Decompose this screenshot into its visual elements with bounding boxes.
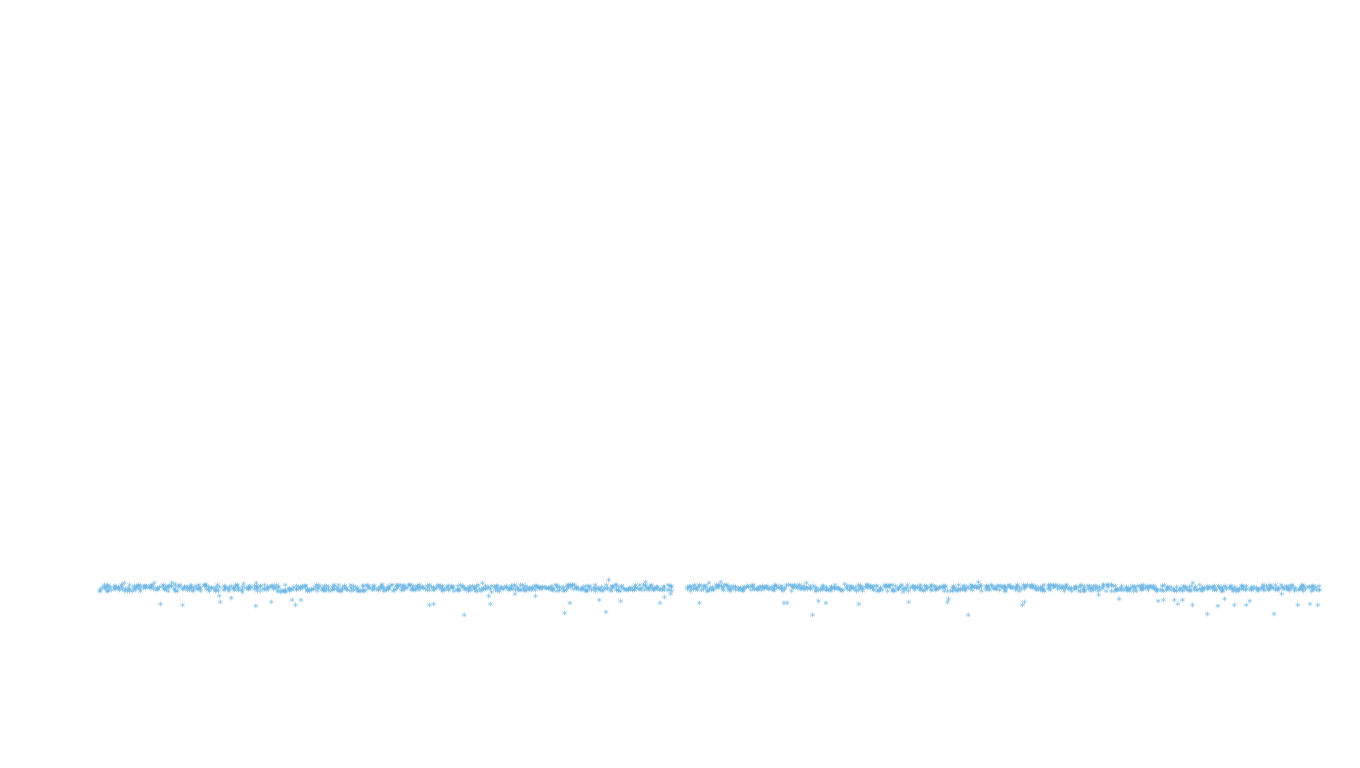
data-point: * bbox=[461, 611, 468, 622]
data-point: * bbox=[1231, 602, 1238, 613]
data-point: * bbox=[965, 611, 972, 622]
data-point: * bbox=[1316, 586, 1323, 597]
data-point: * bbox=[253, 602, 260, 613]
data-point: * bbox=[567, 600, 574, 611]
data-point: * bbox=[696, 600, 703, 611]
data-point: * bbox=[784, 599, 791, 610]
data-point: * bbox=[1271, 611, 1278, 622]
data-point: * bbox=[809, 611, 816, 622]
data-point: * bbox=[1307, 600, 1314, 611]
scatter-chart: ****************************************… bbox=[0, 0, 1360, 768]
data-point: * bbox=[1189, 602, 1196, 613]
data-point: * bbox=[1295, 602, 1302, 613]
data-point: * bbox=[906, 598, 913, 609]
data-point: * bbox=[1215, 602, 1222, 613]
data-point: * bbox=[823, 600, 830, 611]
data-point: * bbox=[815, 598, 822, 609]
data-point: * bbox=[179, 602, 186, 613]
data-point: * bbox=[855, 600, 862, 611]
data-point: * bbox=[1204, 611, 1211, 622]
data-point: * bbox=[430, 600, 437, 611]
data-point: * bbox=[268, 599, 275, 610]
data-point: * bbox=[1021, 598, 1028, 609]
data-point: * bbox=[1315, 601, 1322, 612]
data-point: * bbox=[157, 601, 164, 612]
data-point: * bbox=[487, 601, 494, 612]
data-point: * bbox=[603, 609, 610, 620]
data-point: * bbox=[669, 587, 676, 598]
